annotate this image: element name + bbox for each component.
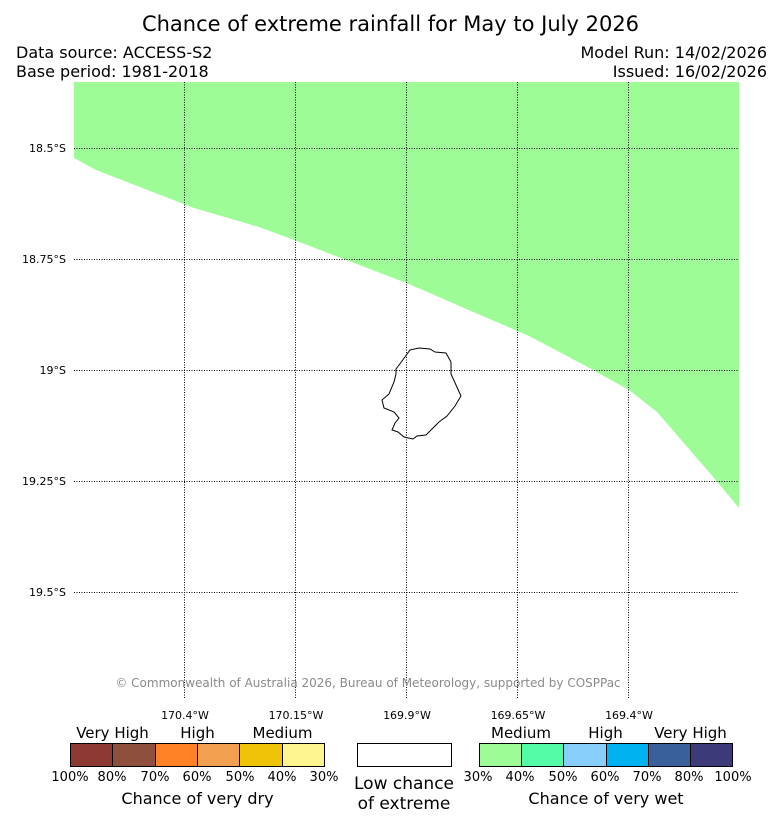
longitude-gridlines [184, 82, 629, 699]
wet-tick: 70% [632, 770, 662, 785]
dry-tick: 30% [309, 770, 339, 785]
wet-swatch [480, 744, 522, 766]
base-period: Base period: 1981-2018 [16, 62, 209, 81]
dry-colorbar [70, 743, 325, 767]
neutral-label: Low chance of extreme [340, 774, 468, 814]
dry-tick: 60% [182, 770, 212, 785]
rainfall-map [74, 82, 739, 699]
map-title: Chance of extreme rainfall for May to Ju… [141, 12, 640, 36]
wet-swatch [647, 744, 690, 766]
wet-tick: 30% [463, 770, 493, 785]
wet-tick: 40% [505, 770, 535, 785]
lon-label: 170.15°W [268, 709, 324, 722]
dry-swatch [71, 744, 113, 766]
dry-tick: 40% [267, 770, 297, 785]
dry-swatch [281, 744, 324, 766]
lat-label: 18.5°S [29, 142, 66, 155]
wet-tick: 50% [548, 770, 578, 785]
wet-category-medium: Medium [491, 724, 551, 742]
neutral-swatch [357, 743, 452, 767]
dry-category-high: High [180, 724, 215, 742]
dry-swatch [112, 744, 155, 766]
lon-label: 170.4°W [161, 709, 209, 722]
dry-tick: 50% [225, 770, 255, 785]
copyright-notice: © Commonwealth of Australia 2026, Bureau… [115, 676, 621, 690]
lon-label: 169.65°W [490, 709, 546, 722]
niue-island-outline [381, 347, 462, 440]
lat-label: 19.5°S [29, 586, 66, 599]
dry-swatch [154, 744, 197, 766]
source-info: Data source: ACCESS-S2 Base period: 1981… [16, 43, 212, 81]
wet-label: Chance of very wet [528, 789, 684, 808]
wet-tick: 60% [590, 770, 620, 785]
wet-tick: 80% [674, 770, 704, 785]
wet-category-very-high: Very High [654, 724, 727, 742]
lon-label: 169.9°W [383, 709, 431, 722]
dry-category-very-high: Very High [76, 724, 149, 742]
dry-label: Chance of very dry [121, 789, 274, 808]
neutral-label-line2: of extreme [357, 794, 451, 814]
wet-tick: 100% [714, 770, 752, 785]
neutral-label-line1: Low chance [354, 774, 454, 794]
issued-date: Issued: 16/02/2026 [612, 62, 767, 81]
wet-swatch [605, 744, 648, 766]
data-source: Data source: ACCESS-S2 [16, 43, 213, 62]
wet-colorbar [479, 743, 733, 767]
wet-region-area [74, 82, 739, 508]
lat-label: 18.75°S [22, 253, 66, 266]
dry-swatch [239, 744, 282, 766]
wet-category-high: High [588, 724, 623, 742]
dry-tick: 100% [51, 770, 89, 785]
wet-swatch [521, 744, 564, 766]
model-run: Model Run: 14/02/2026 [580, 43, 768, 62]
lat-label: 19°S [39, 364, 66, 377]
wet-swatch [563, 744, 606, 766]
lat-label: 19.25°S [22, 475, 66, 488]
lon-label: 169.4°W [605, 709, 653, 722]
wet-swatch [689, 744, 733, 766]
run-info: Model Run: 14/02/2026 Issued: 16/02/2026 [581, 43, 768, 81]
dry-category-medium: Medium [252, 724, 313, 742]
dry-swatch [196, 744, 240, 766]
dry-tick: 80% [97, 770, 127, 785]
dry-tick: 70% [140, 770, 170, 785]
